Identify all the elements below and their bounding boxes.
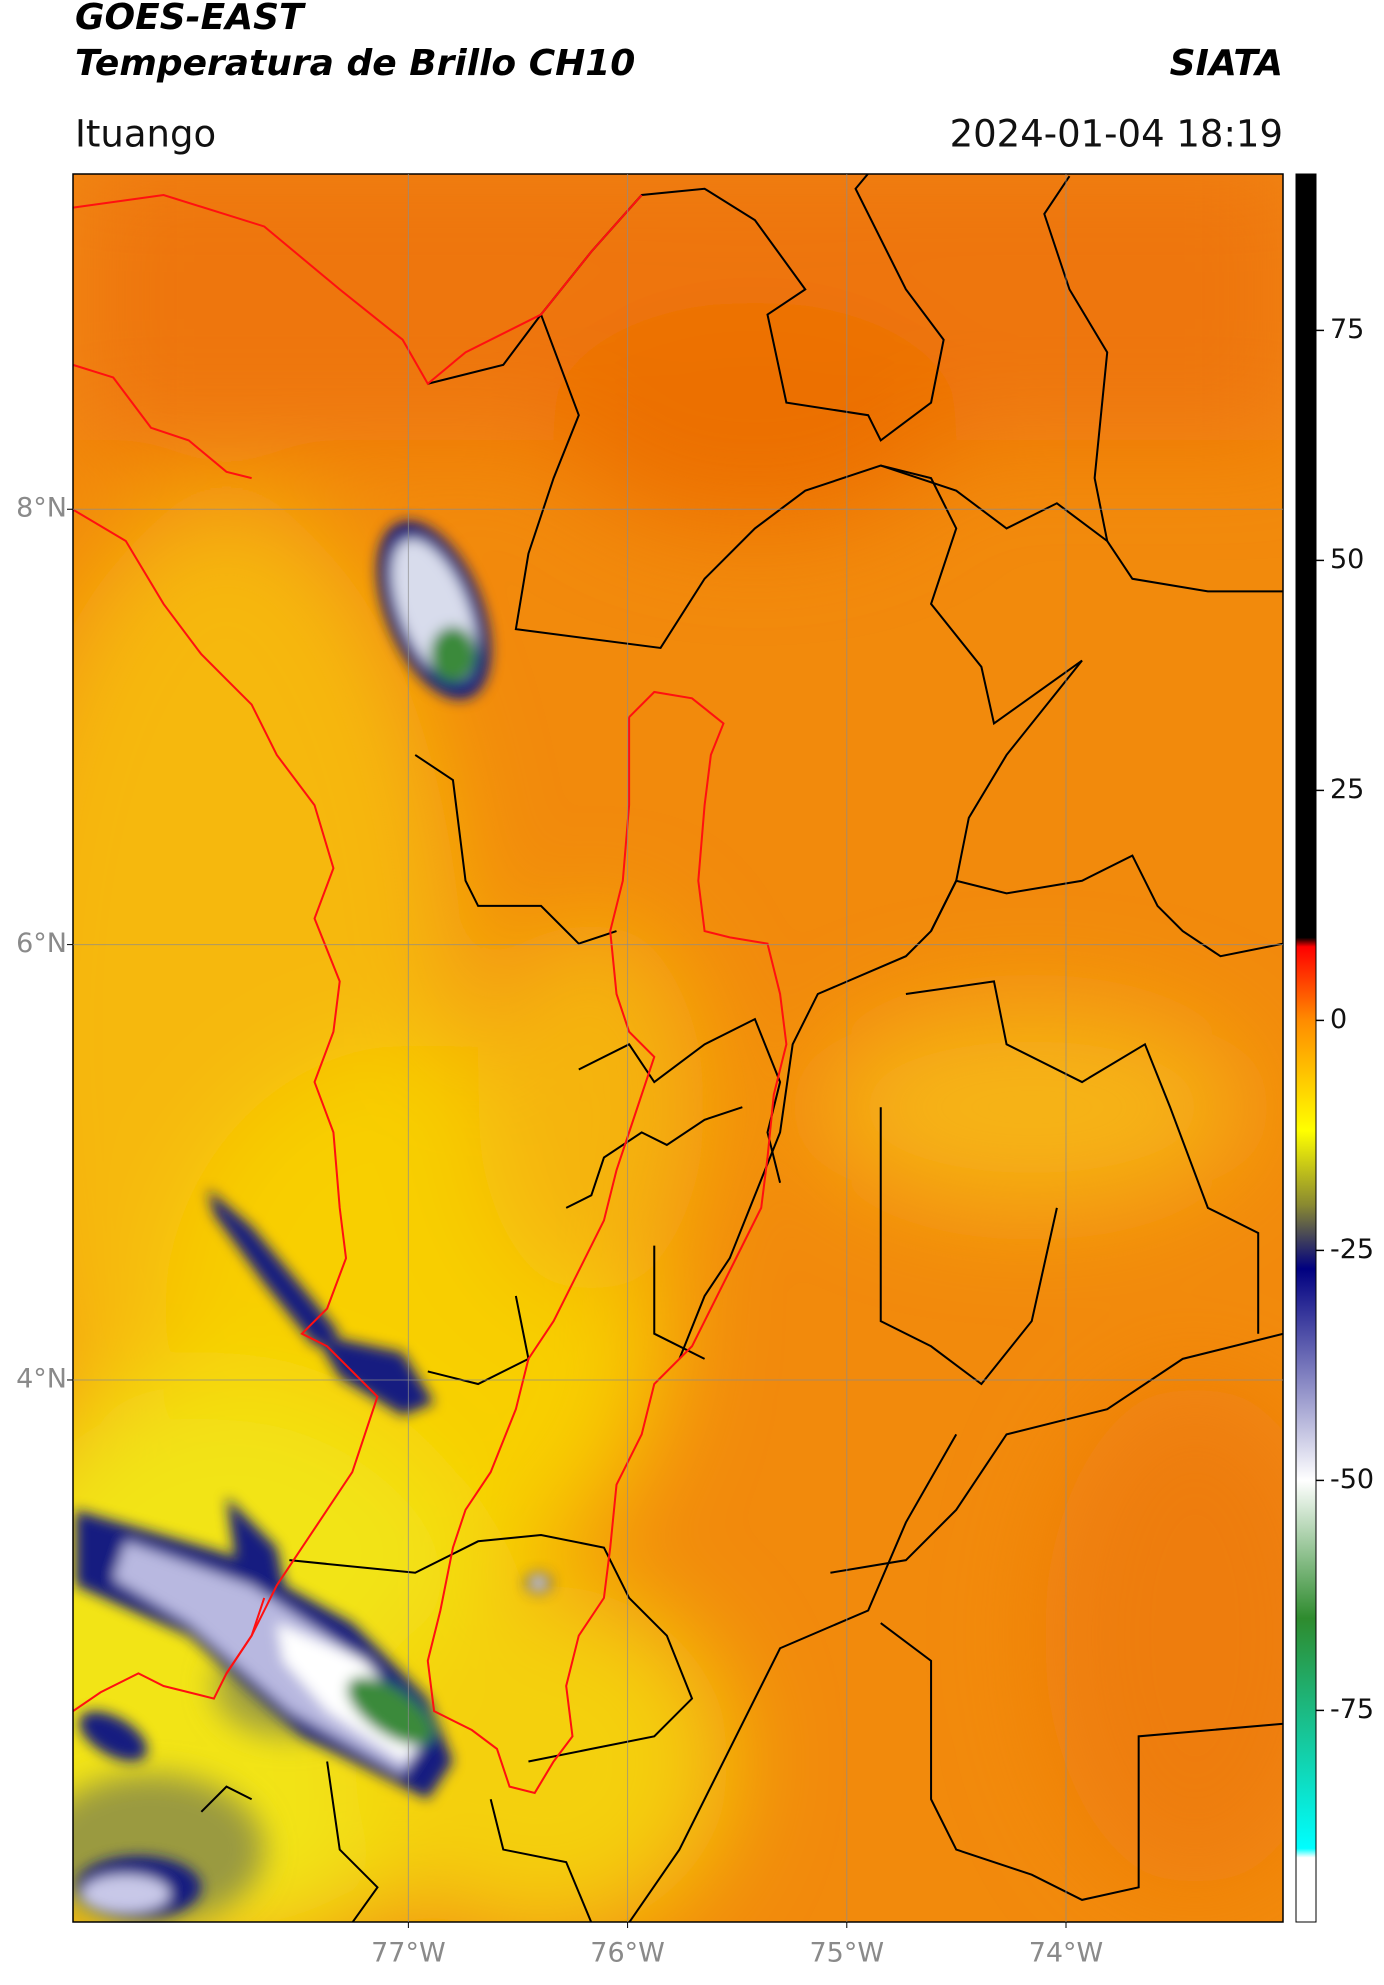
x-tick-label: 77°W (371, 1938, 446, 1969)
timestamp: 2024-01-04 18:19 (950, 113, 1283, 156)
y-tick-label: 4°N (16, 1363, 67, 1394)
colorbar-tick-label: 75 (1330, 314, 1364, 345)
y-tick-label: 8°N (16, 493, 67, 524)
credit: SIATA (1170, 43, 1283, 84)
x-tick-label: 74°W (1029, 1938, 1104, 1969)
colorbar-tick-label: -75 (1330, 1694, 1374, 1725)
colorbar-tick-label: 25 (1330, 774, 1364, 805)
region: Ituango (75, 113, 216, 156)
map-frame (72, 173, 1284, 1923)
x-tick-label: 76°W (590, 1938, 665, 1969)
y-tick-label: 6°N (16, 928, 67, 959)
title: GOES-EAST (75, 0, 306, 38)
subtitle: Temperatura de Brillo CH10 (75, 43, 635, 84)
colorbar (1295, 173, 1317, 1923)
colorbar-tick-label: 50 (1330, 544, 1364, 575)
colorbar-tick-label: -50 (1330, 1464, 1374, 1495)
colorbar-tick-label: -25 (1330, 1234, 1374, 1265)
colorbar-tick-label: 0 (1330, 1004, 1347, 1035)
map-imagery (72, 173, 1284, 1923)
x-tick-label: 75°W (810, 1938, 885, 1969)
